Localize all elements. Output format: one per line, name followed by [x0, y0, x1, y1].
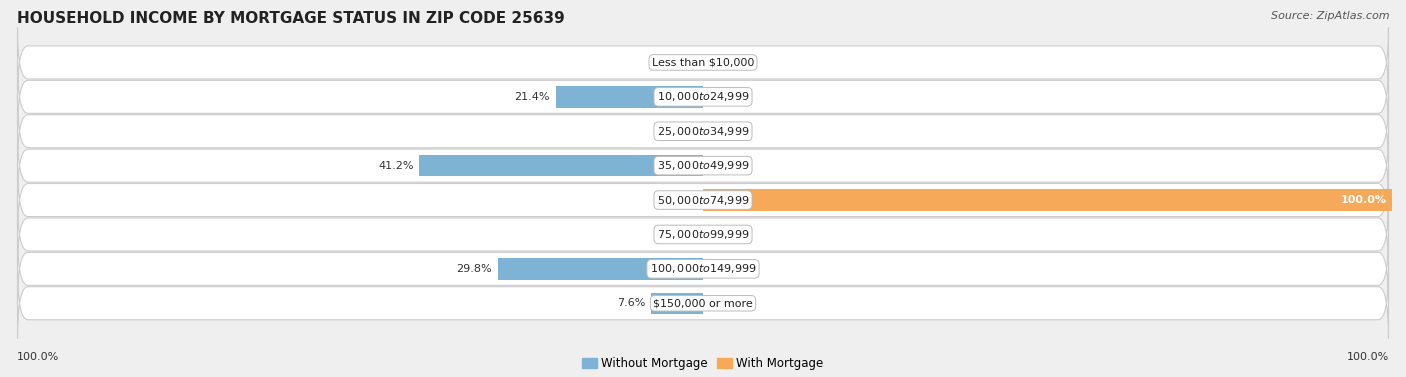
Text: $25,000 to $34,999: $25,000 to $34,999: [657, 125, 749, 138]
Text: $150,000 or more: $150,000 or more: [654, 298, 752, 308]
Legend: Without Mortgage, With Mortgage: Without Mortgage, With Mortgage: [578, 352, 828, 375]
Bar: [703, 189, 1392, 211]
Text: Less than $10,000: Less than $10,000: [652, 57, 754, 67]
Bar: [555, 86, 703, 107]
Text: 0.0%: 0.0%: [710, 264, 738, 274]
Text: $100,000 to $149,999: $100,000 to $149,999: [650, 262, 756, 275]
Text: 100.0%: 100.0%: [17, 352, 59, 362]
Text: 0.0%: 0.0%: [710, 298, 738, 308]
Bar: [419, 155, 703, 176]
Text: $10,000 to $24,999: $10,000 to $24,999: [657, 90, 749, 103]
Text: Source: ZipAtlas.com: Source: ZipAtlas.com: [1271, 11, 1389, 21]
Text: 100.0%: 100.0%: [1347, 352, 1389, 362]
Text: 41.2%: 41.2%: [378, 161, 413, 171]
Text: 0.0%: 0.0%: [710, 161, 738, 171]
Text: $35,000 to $49,999: $35,000 to $49,999: [657, 159, 749, 172]
Text: 29.8%: 29.8%: [457, 264, 492, 274]
Text: 100.0%: 100.0%: [1340, 195, 1386, 205]
Text: 0.0%: 0.0%: [668, 126, 696, 136]
Text: $75,000 to $99,999: $75,000 to $99,999: [657, 228, 749, 241]
Text: 0.0%: 0.0%: [710, 126, 738, 136]
Text: HOUSEHOLD INCOME BY MORTGAGE STATUS IN ZIP CODE 25639: HOUSEHOLD INCOME BY MORTGAGE STATUS IN Z…: [17, 11, 565, 26]
Text: 7.6%: 7.6%: [617, 298, 645, 308]
Bar: [651, 293, 703, 314]
Text: 21.4%: 21.4%: [515, 92, 550, 102]
FancyBboxPatch shape: [17, 199, 1389, 270]
Text: 0.0%: 0.0%: [710, 230, 738, 239]
Text: $50,000 to $74,999: $50,000 to $74,999: [657, 193, 749, 207]
FancyBboxPatch shape: [17, 62, 1389, 132]
FancyBboxPatch shape: [17, 234, 1389, 304]
Text: 0.0%: 0.0%: [710, 92, 738, 102]
Text: 0.0%: 0.0%: [668, 57, 696, 67]
FancyBboxPatch shape: [17, 96, 1389, 166]
FancyBboxPatch shape: [17, 268, 1389, 338]
FancyBboxPatch shape: [17, 130, 1389, 201]
Text: 0.0%: 0.0%: [668, 195, 696, 205]
Text: 0.0%: 0.0%: [668, 230, 696, 239]
Text: 0.0%: 0.0%: [710, 57, 738, 67]
Bar: [498, 258, 703, 279]
FancyBboxPatch shape: [17, 165, 1389, 235]
FancyBboxPatch shape: [17, 28, 1389, 98]
